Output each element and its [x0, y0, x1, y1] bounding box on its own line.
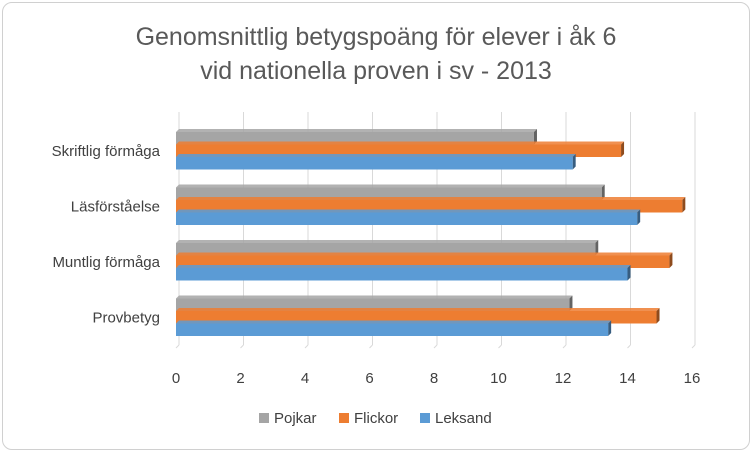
gridline-foot — [175, 344, 180, 349]
x-tick-label: 12 — [555, 370, 572, 387]
legend-item-flickor: Flickor — [339, 410, 398, 427]
x-tick-label: 8 — [430, 370, 438, 387]
bar-pojkar-2 — [176, 184, 605, 200]
x-tick-label: 14 — [619, 370, 636, 387]
tick-labels: 0 2 4 6 8 10 12 14 16 — [172, 370, 701, 387]
category-label: Muntlig förmåga — [52, 254, 160, 271]
legend: Pojkar Flickor Leksand — [259, 410, 492, 427]
legend-label: Pojkar — [274, 410, 317, 427]
x-tick-label: 4 — [301, 370, 309, 387]
bar-leksand-3 — [176, 265, 631, 281]
bar-flickor-1 — [176, 141, 625, 157]
x-tick-label: 10 — [490, 370, 507, 387]
x-tick-label: 6 — [365, 370, 373, 387]
bar-leksand-4 — [176, 320, 612, 336]
bar-flickor-4 — [176, 308, 660, 324]
legend-label: Leksand — [435, 410, 492, 427]
chart-title: Genomsnittlig betygspoäng för elever i å… — [0, 20, 752, 88]
category-label: Provbetyg — [92, 310, 160, 327]
chart-title-line-2: vid nationella proven i sv - 2013 — [200, 57, 552, 85]
bar-leksand-1 — [176, 154, 576, 170]
gridline-foot — [433, 344, 438, 349]
bars — [176, 129, 686, 336]
chart-title-line-1: Genomsnittlig betygspoäng för elever i å… — [135, 23, 617, 51]
bar-flickor-2 — [176, 197, 686, 213]
bar-leksand-2 — [176, 209, 641, 225]
legend-label: Flickor — [354, 410, 398, 427]
legend-swatch — [259, 413, 269, 423]
gridline-foot — [240, 344, 244, 349]
legend-swatch — [420, 413, 430, 423]
gridline-foot — [627, 344, 631, 349]
category-label: Skriftlig förmåga — [52, 143, 161, 160]
bar-pojkar-3 — [176, 240, 599, 256]
category-labels: Skriftlig förmåga Läsförståelse Muntlig fö… — [52, 143, 161, 327]
legend-item-pojkar: Pojkar — [259, 410, 317, 427]
bar-flickor-3 — [176, 252, 673, 268]
x-tick-label: 2 — [236, 370, 244, 387]
bar-pojkar-1 — [176, 129, 537, 145]
legend-swatch — [339, 413, 349, 423]
gridline-foot — [562, 344, 567, 349]
category-label: Läsförståelse — [71, 199, 160, 216]
x-tick-label: 16 — [684, 370, 701, 387]
gridline-foot — [691, 344, 696, 349]
bar-pojkar-4 — [176, 295, 573, 311]
gridline-foot — [369, 344, 373, 349]
x-tick-label: 0 — [172, 370, 180, 387]
gridline-foot — [498, 344, 502, 349]
gridline-foot — [304, 344, 309, 349]
legend-item-leksand: Leksand — [420, 410, 492, 427]
